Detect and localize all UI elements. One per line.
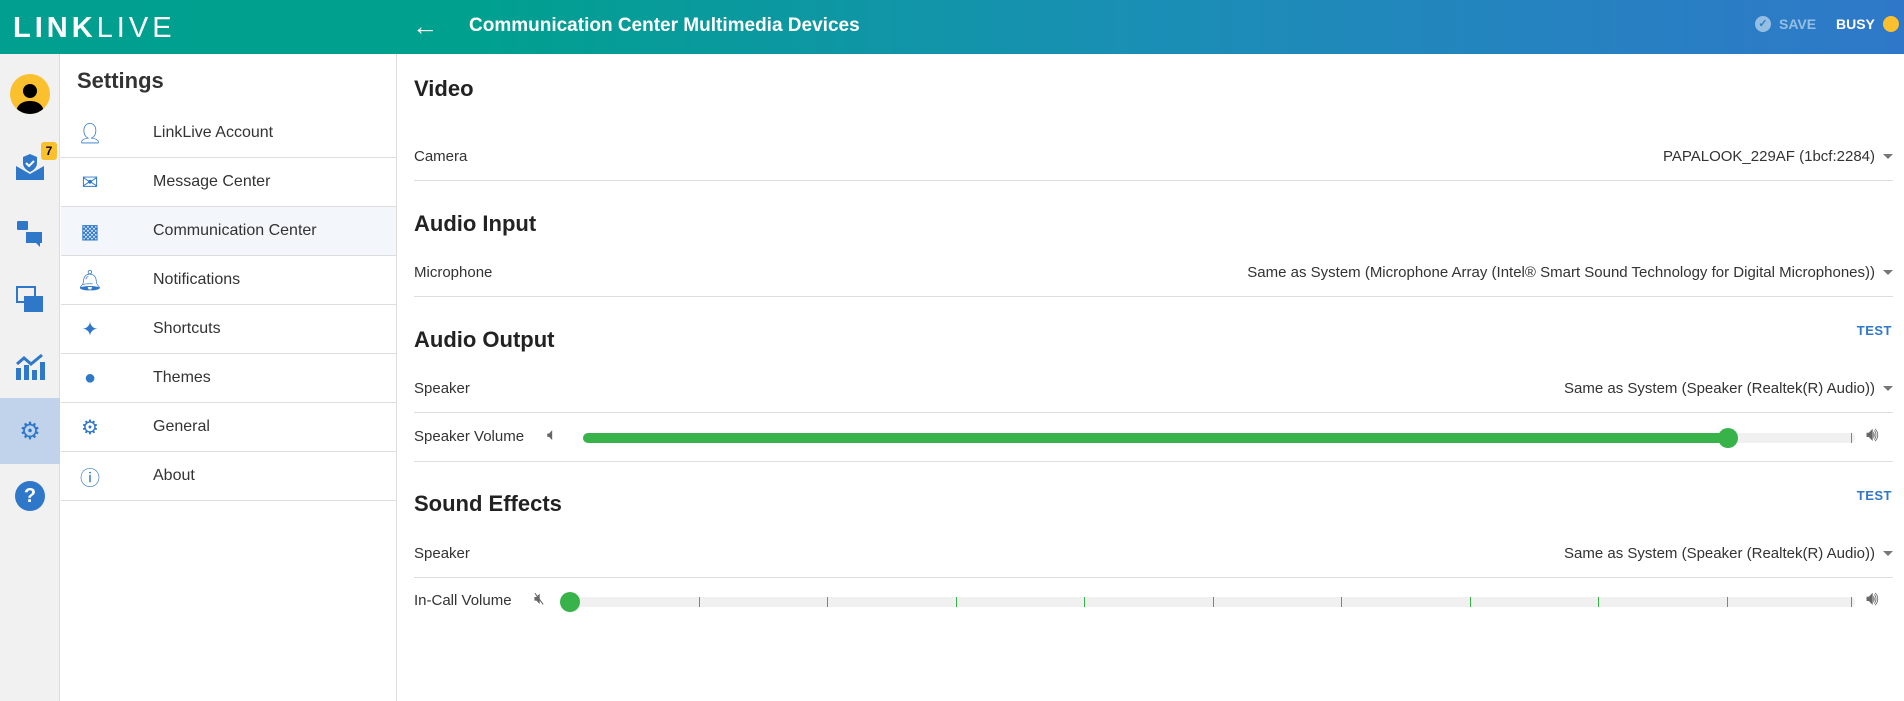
settings-item-shortcuts[interactable]: ✦ Shortcuts [61,305,396,354]
mail-shield-icon: ✉ [81,171,99,194]
slider-tick [698,597,700,607]
chevron-down-icon [1883,154,1893,159]
slider-tick [1851,597,1852,607]
in-call-volume-row: In-Call Volume 🔇︎ 🔊︎ [414,578,1893,626]
settings-menu: Settings 👤︎ LinkLive Account ✉ Message Cen… [61,54,397,701]
chat-icon[interactable] [0,204,60,264]
camera-row: Camera PAPALOOK_229AF (1bcf:2284) [414,133,1893,181]
settings-item-themes[interactable]: ● Themes [61,354,396,403]
settings-item-about[interactable]: ⓘ About [61,452,396,501]
chevron-down-icon [1883,551,1893,556]
audio-output-test-button[interactable]: TEST [1856,323,1892,338]
volume-high-icon: 🔊︎ [1866,424,1879,446]
linklive-logo: LINKLIVE [13,12,176,44]
settings-item-message-center[interactable]: ✉ Message Center [61,158,396,207]
check-circle-icon: ✓ [1755,16,1771,32]
person-icon: 👤︎ [77,122,103,145]
slider-tick [1851,433,1852,443]
unread-badge: 7 [41,142,57,160]
volume-high-icon: 🔊︎ [1866,588,1879,610]
page-title: Communication Center Multimedia Devices [469,15,860,36]
sound-effects-test-button[interactable]: TEST [1856,488,1892,503]
slider-thumb[interactable] [560,592,580,612]
settings-item-communication-center[interactable]: ▩ Communication Center [61,207,396,256]
volume-low-icon: 🔈︎ [547,425,558,444]
settings-item-general[interactable]: ⚙ General [61,403,396,452]
slider-tick [1212,597,1214,607]
microphone-select[interactable]: Same as System (Microphone Array (Intel®… [1247,264,1893,281]
device-settings: Video Camera PAPALOOK_229AF (1bcf:2284) A… [397,54,1904,701]
audio-input-heading: Audio Input [414,211,537,236]
slider-tick [1469,597,1471,607]
message-center-icon[interactable] [0,137,60,197]
speaker-select[interactable]: Same as System (Speaker (Realtek(R) Audi… [1564,380,1893,397]
save-button[interactable]: ✓ SAVE [1755,16,1816,32]
nav-rail: 7 ⚙ ? [0,54,60,701]
in-call-volume-label: In-Call Volume [414,592,512,609]
speaker-row: Speaker Same as System (Speaker (Realtek(… [414,365,1893,413]
settings-item-notifications[interactable]: 🔔︎ Notifications [61,256,396,305]
camera-select[interactable]: PAPALOOK_229AF (1bcf:2284) [1663,148,1893,165]
slider-tick [827,597,828,607]
sound-effects-speaker-label: Speaker [414,545,470,562]
speaker-volume-slider[interactable] [583,428,1855,448]
in-call-volume-slider[interactable] [560,592,1855,612]
microphone-row: Microphone Same as System (Microphone Arr… [414,249,1893,297]
analytics-icon[interactable] [0,336,60,396]
chat-icon: ▩ [80,220,100,243]
chevron-down-icon [1883,270,1893,275]
settings-title: Settings [77,68,164,93]
app-header: LINKLIVE ← Communication Center Multimed… [0,0,1904,54]
back-arrow-icon[interactable]: ← [412,11,438,41]
speaker-volume-row: Speaker Volume 🔈︎ 🔊︎ [414,414,1893,462]
slider-tick [955,597,957,607]
gear-icon: ⚙ [81,416,99,439]
status-dot-icon [1882,16,1899,32]
sound-effects-speaker-select[interactable]: Same as System (Speaker (Realtek(R) Audi… [1564,545,1893,562]
shortcuts-icon: ✦ [81,318,99,341]
info-icon: ⓘ [80,467,100,490]
help-icon[interactable]: ? [0,466,60,526]
volume-muted-icon: 🔇︎ [534,589,545,608]
video-heading: Video [414,76,474,101]
slider-tick [1341,597,1342,607]
audio-output-heading: Audio Output [414,327,555,352]
settings-icon[interactable]: ⚙ [0,398,60,464]
slider-tick [1084,597,1085,607]
windows-icon[interactable] [0,270,60,330]
speaker-volume-label: Speaker Volume [414,428,525,445]
sound-effects-heading: Sound Effects [414,491,562,516]
slider-thumb[interactable] [1717,428,1738,448]
microphone-label: Microphone [414,264,493,281]
sound-effects-speaker-row: Speaker Same as System (Speaker (Realtek(… [414,530,1893,578]
slider-tick [1598,597,1599,607]
settings-item-linklive-account[interactable]: 👤︎ LinkLive Account [61,109,396,158]
slider-tick [1726,597,1728,607]
presence-status[interactable]: BUSY [1836,16,1899,32]
bell-icon: 🔔︎ [77,269,103,292]
palette-icon: ● [83,366,97,389]
speaker-label: Speaker [414,380,470,397]
camera-label: Camera [414,148,468,165]
chevron-down-icon [1883,386,1893,391]
slider-fill [583,433,1728,443]
avatar[interactable] [0,64,60,124]
